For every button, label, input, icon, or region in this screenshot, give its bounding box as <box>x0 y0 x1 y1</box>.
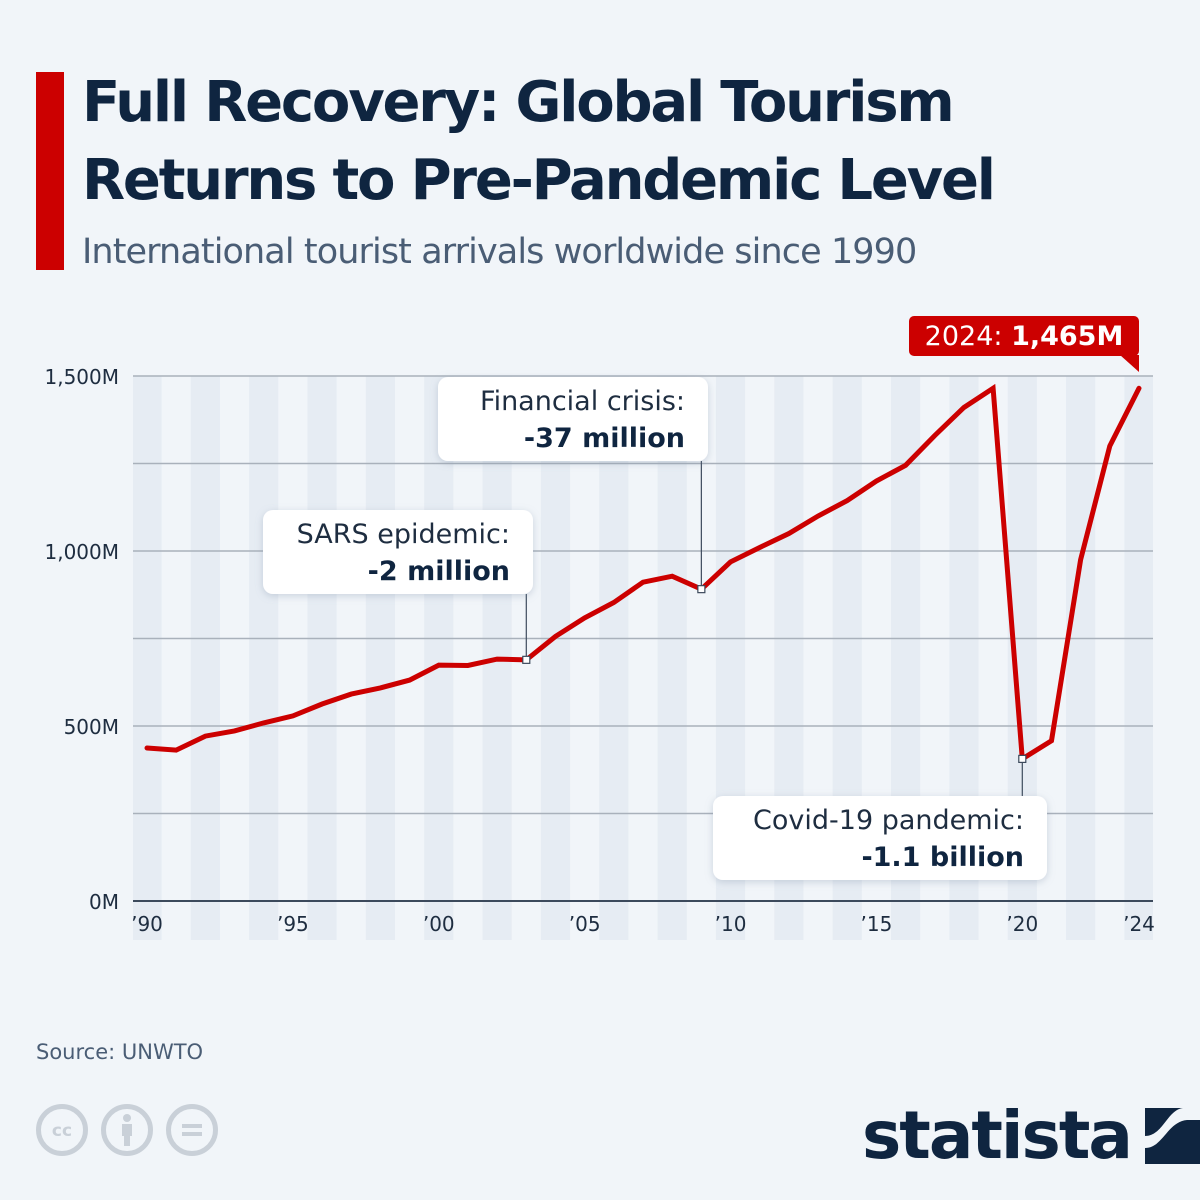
y-tick-label: 1,000M <box>44 540 119 564</box>
title-line-2: Returns to Pre-Pandemic Level <box>82 148 996 213</box>
annotation-markers <box>522 585 1027 764</box>
no-derivatives-icon[interactable] <box>166 1104 218 1156</box>
x-tick-label: ’95 <box>277 912 309 936</box>
year-stripe <box>424 376 454 940</box>
attribution-icon[interactable] <box>101 1104 153 1156</box>
highlight-pointer <box>1120 355 1139 372</box>
year-stripe <box>540 376 571 940</box>
chart-title: Full Recovery: Global Tourism Returns to… <box>82 64 996 220</box>
x-tick-label: ’10 <box>715 912 747 936</box>
year-stripe <box>657 376 687 940</box>
annotation-label: Financial crisis: <box>480 386 685 417</box>
x-axis-labels: ’90 ’95 ’00 ’05 ’10 ’15 ’20 ’24 <box>131 912 1155 936</box>
annotations: SARS epidemic: -2 million Financial crisis… <box>263 377 1047 880</box>
annotation-marker <box>697 585 706 594</box>
source-note: Source: UNWTO <box>36 1040 204 1064</box>
x-tick-label: ’90 <box>131 912 163 936</box>
year-stripe <box>1124 376 1153 940</box>
license-icons: cc <box>36 1104 218 1156</box>
x-tick-label: ’05 <box>569 912 601 936</box>
cc-icon[interactable]: cc <box>36 1104 88 1156</box>
year-stripe <box>190 376 220 940</box>
logo-wordmark: statista <box>862 1097 1133 1174</box>
year-stripe <box>1066 376 1096 940</box>
annotation-value: -2 million <box>368 556 510 587</box>
chart-subtitle: International tourist arrivals worldwide… <box>82 232 917 272</box>
x-tick-label: ’15 <box>861 912 893 936</box>
highlight-text: 2024: 1,465M <box>925 321 1124 352</box>
line-chart: 0M 500M 1,000M 1,500M ’90 ’95 ’00 ’05 ’10 ’15 ’20… <box>44 316 1155 940</box>
svg-text:cc: cc <box>52 1121 72 1140</box>
title-accent-bar <box>36 72 64 270</box>
statista-logo[interactable]: statista <box>862 1098 1200 1174</box>
statista-mark-icon <box>1144 1108 1200 1164</box>
y-axis-labels: 0M 500M 1,000M 1,500M <box>44 365 119 914</box>
x-tick-label: ’24 <box>1123 912 1155 936</box>
annotation-box: Financial crisis: -37 million <box>438 377 708 461</box>
year-stripe <box>307 376 337 940</box>
year-stripe <box>365 376 395 940</box>
annotation-value: -1.1 billion <box>861 842 1024 873</box>
year-stripe <box>599 376 629 940</box>
annotation-box: Covid-19 pandemic: -1.1 billion <box>713 796 1047 880</box>
annotation-value: -37 million <box>524 423 685 454</box>
y-tick-label: 0M <box>89 890 119 914</box>
annotation-marker <box>522 655 531 664</box>
title-line-1: Full Recovery: Global Tourism <box>82 70 955 135</box>
gridlines <box>133 375 1153 815</box>
data-line <box>144 383 1142 764</box>
annotation-marker <box>1018 754 1027 764</box>
highlight-box <box>909 316 1139 356</box>
annotation-box: SARS epidemic: -2 million <box>263 510 533 594</box>
annotation-label: Covid-19 pandemic: <box>753 805 1024 836</box>
year-stripe <box>133 376 162 940</box>
annotation-label: SARS epidemic: <box>297 519 510 550</box>
y-tick-label: 1,500M <box>44 365 119 389</box>
y-tick-label: 500M <box>64 715 119 739</box>
year-stripe <box>249 376 279 940</box>
annotation-leader-lines <box>525 461 1023 796</box>
x-tick-label: ’00 <box>423 912 455 936</box>
highlight-label-2024: 2024: 1,465M <box>909 316 1139 372</box>
x-tick-label: ’20 <box>1006 912 1038 936</box>
